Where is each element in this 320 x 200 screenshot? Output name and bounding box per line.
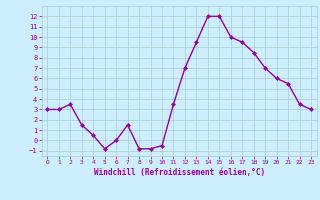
X-axis label: Windchill (Refroidissement éolien,°C): Windchill (Refroidissement éolien,°C) xyxy=(94,168,265,177)
